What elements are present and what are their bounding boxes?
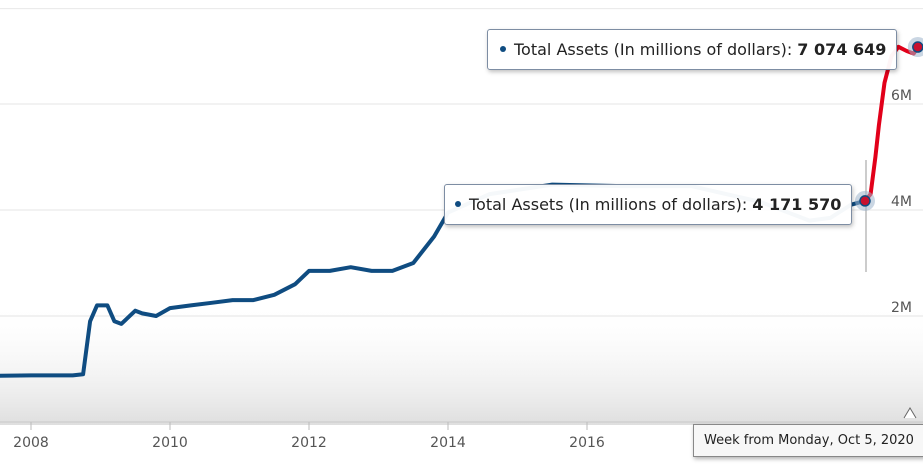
tooltip-current-value: 4 171 570	[752, 195, 842, 214]
x-axis: 2008 2010 2012 2014 2016	[13, 422, 605, 451]
tooltip-current: Total Assets (In millions of dollars): 4…	[444, 184, 853, 225]
x-tick-label: 2010	[152, 435, 188, 451]
tooltip-peak-label: Total Assets (In millions of dollars):	[514, 40, 798, 59]
x-tick-label: 2008	[13, 435, 49, 451]
x-tick-label: 2016	[569, 435, 605, 451]
marker-peak[interactable]	[912, 41, 923, 53]
tooltip-series-dot-icon	[500, 45, 506, 52]
x-tick-label: 2014	[430, 435, 466, 451]
tooltip-peak-value: 7 074 649	[797, 40, 887, 59]
plot-background-fade	[0, 300, 923, 425]
marker-current[interactable]	[859, 195, 871, 207]
tooltip-peak: Total Assets (In millions of dollars): 7…	[487, 29, 898, 70]
scroll-handle-icon[interactable]	[903, 407, 917, 419]
y-axis: 2M 4M 6M	[891, 88, 912, 316]
date-tooltip: Week from Monday, Oct 5, 2020	[693, 424, 923, 457]
tooltip-series-dot-icon	[455, 200, 461, 207]
tooltip-current-label: Total Assets (In millions of dollars):	[469, 195, 753, 214]
y-tick-label: 2M	[891, 300, 912, 316]
x-tick-label: 2012	[291, 435, 327, 451]
hover-markers	[855, 37, 923, 211]
y-tick-label: 6M	[891, 88, 912, 104]
y-tick-label: 4M	[891, 194, 912, 210]
